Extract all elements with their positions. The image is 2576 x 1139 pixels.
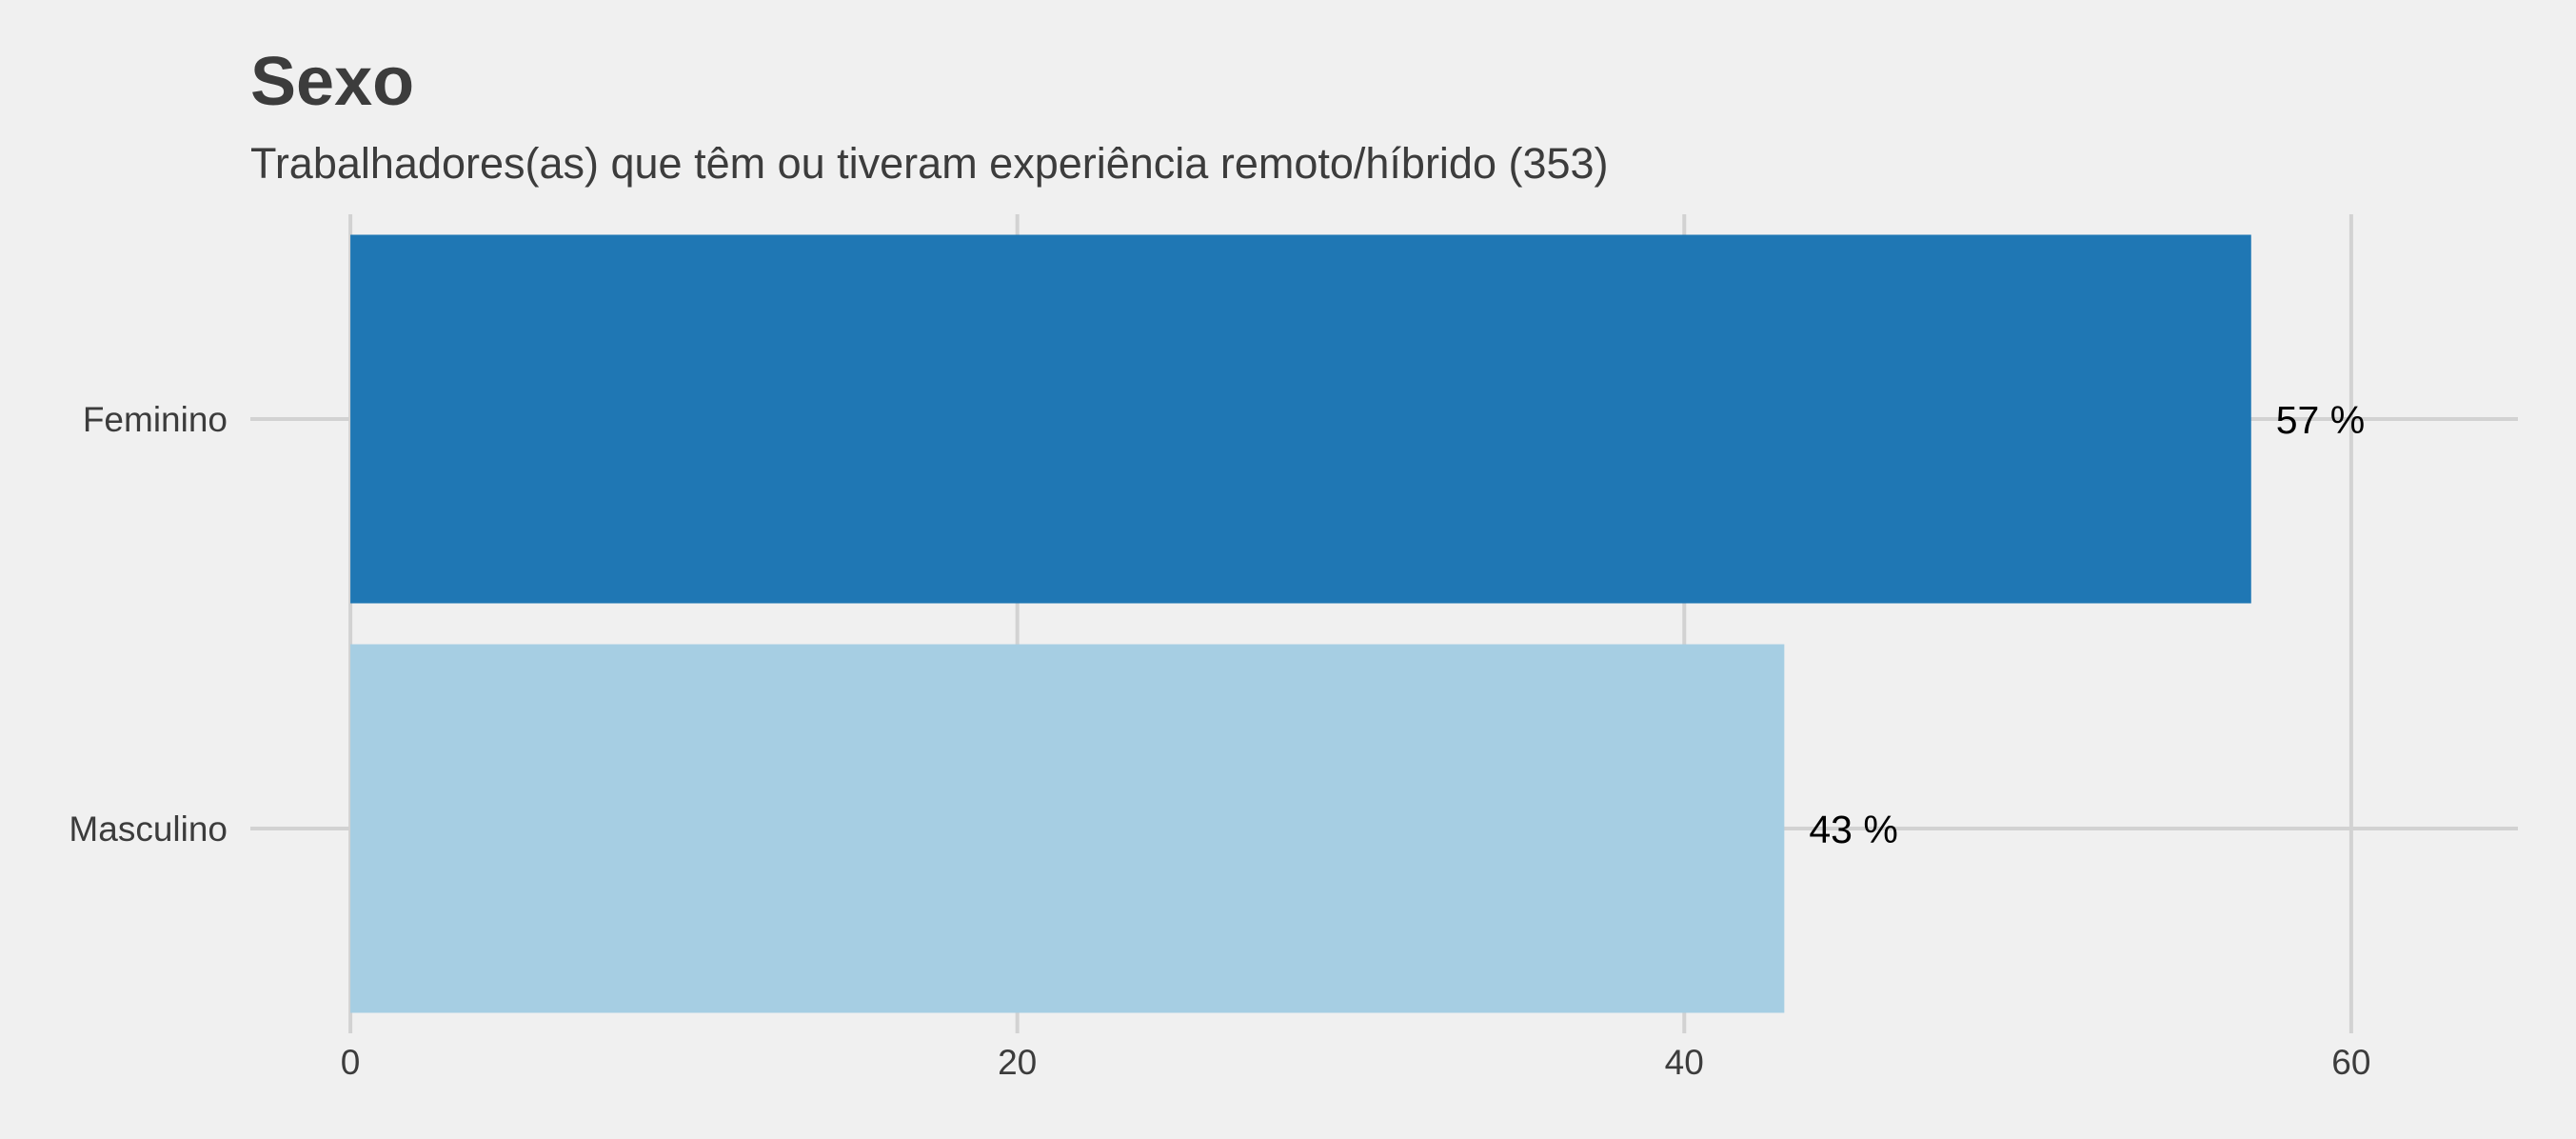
x-axis-ticks: 0 20 40 60 bbox=[341, 1043, 2371, 1082]
x-tick-label: 20 bbox=[998, 1043, 1037, 1082]
data-label: 57 % bbox=[2276, 398, 2365, 442]
y-tick-label: Feminino bbox=[83, 400, 228, 439]
bars bbox=[350, 234, 2251, 1013]
chart-subtitle: Trabalhadores(as) que têm ou tiveram exp… bbox=[250, 139, 1609, 188]
data-label: 43 % bbox=[1809, 808, 1897, 851]
data-labels: 57 % 43 % bbox=[1809, 398, 2365, 851]
y-axis-ticks: Feminino Masculino bbox=[69, 400, 228, 849]
chart-title: Sexo bbox=[250, 44, 414, 120]
y-tick-label: Masculino bbox=[69, 809, 228, 849]
bar-masculino bbox=[350, 644, 1785, 1013]
x-tick-label: 60 bbox=[2331, 1043, 2370, 1082]
x-tick-label: 0 bbox=[341, 1043, 361, 1082]
bar-feminino bbox=[350, 234, 2251, 604]
x-tick-label: 40 bbox=[1665, 1043, 1704, 1082]
